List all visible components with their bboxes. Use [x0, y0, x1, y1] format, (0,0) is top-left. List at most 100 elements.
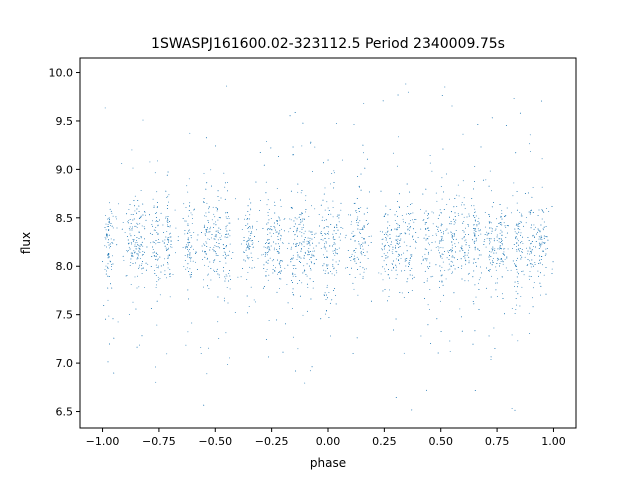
data-point	[323, 269, 325, 271]
data-point	[359, 231, 360, 233]
data-point	[296, 245, 297, 247]
data-point	[151, 224, 153, 226]
data-point	[492, 258, 494, 259]
data-point	[452, 256, 454, 258]
data-point	[248, 244, 250, 246]
data-point	[144, 286, 146, 288]
data-point	[392, 260, 394, 262]
data-point	[128, 228, 130, 229]
data-point	[249, 246, 251, 247]
data-point	[312, 280, 314, 282]
data-point	[187, 255, 189, 257]
data-point	[139, 251, 141, 253]
data-point	[304, 230, 306, 232]
data-point	[300, 219, 301, 221]
data-point	[359, 186, 360, 188]
data-point	[168, 194, 170, 196]
data-point	[540, 285, 542, 287]
data-point	[397, 236, 399, 238]
data-point	[520, 255, 522, 256]
data-point	[531, 297, 533, 299]
data-point	[154, 172, 156, 174]
data-point	[292, 292, 294, 294]
data-point	[493, 252, 495, 254]
data-point	[140, 216, 142, 218]
data-point	[302, 226, 304, 228]
data-point	[225, 252, 226, 254]
data-point	[213, 250, 215, 252]
data-point	[266, 239, 268, 241]
data-point	[519, 305, 521, 307]
data-point	[184, 246, 186, 248]
data-point	[278, 252, 280, 254]
data-point	[267, 279, 269, 281]
data-point	[501, 239, 503, 241]
data-point	[440, 223, 442, 225]
data-point	[543, 242, 545, 244]
data-point	[439, 209, 441, 211]
data-point	[422, 193, 424, 195]
data-point	[107, 275, 109, 277]
data-point	[519, 220, 521, 222]
data-point	[522, 236, 524, 238]
data-point	[251, 257, 253, 258]
data-point	[305, 209, 307, 210]
data-point	[542, 229, 544, 231]
data-point	[275, 229, 277, 231]
data-point	[307, 286, 309, 288]
data-point	[520, 242, 522, 244]
data-point	[468, 272, 470, 274]
data-point	[444, 251, 446, 253]
data-point	[332, 237, 334, 239]
data-point	[370, 235, 372, 237]
data-point	[188, 210, 190, 211]
data-point	[205, 137, 207, 139]
data-point	[108, 256, 110, 257]
data-point	[247, 246, 249, 248]
data-point	[484, 226, 486, 228]
data-point	[244, 260, 246, 262]
data-point	[280, 234, 282, 236]
data-point	[426, 260, 428, 262]
data-point	[274, 212, 276, 214]
data-point	[410, 254, 412, 256]
data-point	[521, 215, 523, 217]
data-point	[157, 233, 159, 235]
data-point	[356, 222, 358, 224]
data-point	[392, 152, 394, 154]
data-point	[398, 235, 400, 237]
data-point	[265, 192, 267, 194]
y-tick-label: 7.0	[56, 357, 74, 370]
data-point	[111, 212, 113, 214]
data-point	[383, 234, 385, 236]
data-point	[477, 282, 479, 284]
data-point	[311, 255, 313, 257]
data-point	[501, 240, 502, 242]
data-point	[333, 243, 335, 245]
data-point	[157, 267, 159, 269]
data-point	[217, 239, 219, 241]
data-point	[272, 265, 274, 267]
data-point	[225, 233, 227, 235]
data-point	[357, 228, 359, 230]
data-point	[358, 258, 359, 260]
data-point	[529, 134, 531, 136]
data-point	[332, 259, 334, 261]
data-point	[206, 231, 208, 233]
data-point	[215, 145, 217, 147]
data-point	[267, 246, 269, 248]
data-point	[440, 256, 442, 258]
data-point	[170, 243, 172, 245]
data-point	[438, 242, 440, 244]
data-point	[324, 248, 326, 250]
data-point	[268, 228, 270, 230]
data-point	[467, 280, 469, 282]
data-point	[502, 298, 504, 299]
data-point	[156, 281, 158, 283]
data-point	[201, 232, 202, 233]
data-point	[191, 322, 193, 324]
data-point	[229, 250, 231, 252]
data-point	[326, 264, 327, 266]
data-point	[309, 237, 311, 239]
data-point	[516, 260, 518, 262]
